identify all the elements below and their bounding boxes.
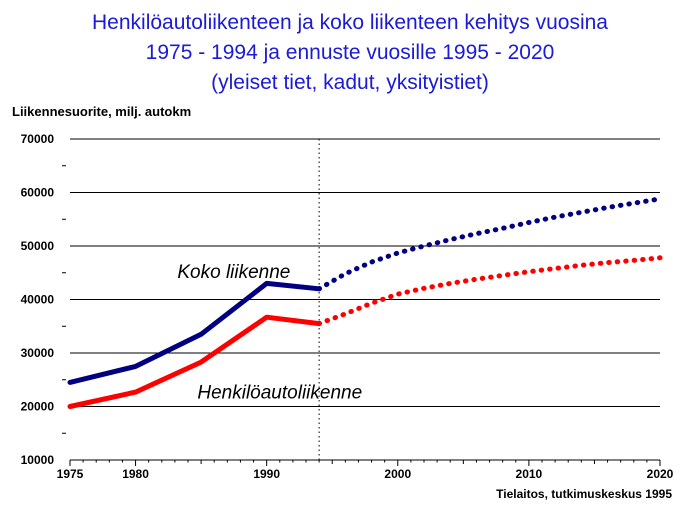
title-line-2: 1975 - 1994 ja ennuste vuosille 1995 - 2… — [145, 41, 555, 64]
title-line-3: (yleiset tiet, kadut, yksityistiet) — [211, 71, 489, 94]
x-tick-label-2010: 2010 — [516, 467, 543, 481]
y-axis-label: Liikennesuorite, milj. autokm — [12, 104, 192, 119]
chart-title: Henkilöautoliikenteen ja koko liikenteen… — [0, 8, 700, 98]
y-tick-label-30000: 30000 — [21, 346, 55, 360]
y-tick-label-40000: 40000 — [21, 293, 55, 307]
x-tick-label-2000: 2000 — [384, 467, 411, 481]
y-tick-label-70000: 70000 — [21, 132, 55, 146]
series-label-1: Henkilöautoliikenne — [197, 382, 362, 403]
y-tick-label-50000: 50000 — [21, 239, 55, 253]
x-tick-label-1980: 1980 — [122, 467, 149, 481]
series-label-0: Koko liikenne — [177, 262, 290, 283]
source-note: Tielaitos, tutkimuskeskus 1995 — [496, 487, 672, 501]
series-line-forecast-0 — [316, 196, 663, 292]
y-tick-label-20000: 20000 — [21, 400, 55, 414]
y-tick-label-10000: 10000 — [21, 453, 55, 467]
title-line-1: Henkilöautoliikenteen ja koko liikenteen… — [92, 11, 608, 34]
y-tick-label-60000: 60000 — [21, 186, 55, 200]
series-line-forecast-1 — [316, 255, 663, 327]
series-line-actual-1 — [67, 314, 322, 409]
x-tick-label-1990: 1990 — [253, 467, 280, 481]
series-line-actual-0 — [67, 280, 322, 385]
x-tick-label-2020: 2020 — [647, 467, 674, 481]
x-tick-label-1975: 1975 — [57, 467, 84, 481]
